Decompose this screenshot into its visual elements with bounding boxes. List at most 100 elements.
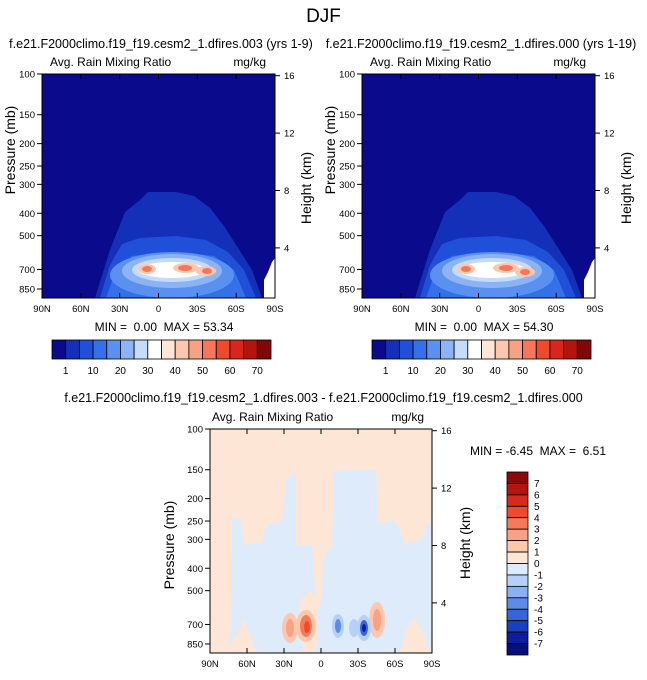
panel-2: f.e21.F2000climo.f19_f19.cesm2_1.dfires.… [322, 37, 636, 377]
colorbar-label: 60 [544, 366, 556, 377]
panel-1: f.e21.F2000climo.f19_f19.cesm2_1.dfires.… [2, 37, 314, 377]
colorbar-label: -5 [534, 616, 543, 627]
colorbar-box [506, 631, 529, 644]
panel-1-colorbar: 1 10 20 30 40 50 60 70 [51, 339, 272, 377]
colorbar-box [467, 339, 482, 360]
y-tick-label: 400 [187, 564, 203, 575]
colorbar-box [506, 528, 529, 542]
colorbar-box [576, 339, 592, 360]
colorbar-box [549, 339, 565, 360]
colorbar-box [133, 339, 149, 360]
colorbar-box [453, 339, 469, 360]
panel-3-negative-6 [362, 624, 366, 632]
y-tick-label: 100 [339, 70, 355, 81]
panel-2-units-label: mg/kg [553, 55, 586, 69]
colorbar-box [385, 339, 400, 360]
x-tick-label: 30S [350, 659, 367, 670]
y-tick-label: 400 [339, 209, 355, 220]
y-tick-label: 200 [339, 139, 355, 150]
panel-3-axes: 90N 60N 30N 0 30S 60S 90S 100 150 200 250 300 400 500… [187, 425, 451, 671]
x-tick-label: 0 [318, 659, 323, 670]
y-tick-label: 200 [19, 139, 35, 150]
colorbar-label: -1 [534, 570, 543, 581]
colorbar-box [481, 339, 496, 360]
colorbar-label: -2 [534, 582, 543, 593]
colorbar-box [506, 620, 529, 633]
panel-1-masked-region [264, 258, 275, 298]
colorbar-box [506, 540, 529, 553]
height-tick-label: 16 [284, 71, 295, 82]
y-tick-label: 250 [339, 162, 355, 173]
panel-1-variable-label: Avg. Rain Mixing Ratio [50, 55, 171, 69]
colorbar-box [506, 505, 529, 519]
panel-1-units-label: mg/kg [233, 55, 266, 69]
y-tick-label: 400 [19, 209, 35, 220]
height-tick-label: 12 [604, 129, 615, 140]
y-tick-label: 200 [187, 494, 203, 505]
colorbar-box [506, 483, 529, 496]
y-tick-label: 500 [339, 231, 355, 242]
panel-2-height-axis-label: Height (km) [618, 152, 634, 224]
colorbar-box [508, 339, 523, 360]
height-tick-label: 8 [284, 186, 289, 197]
height-tick-label: 8 [441, 541, 446, 552]
colorbar-label: 70 [252, 366, 264, 377]
height-tick-label: 8 [604, 186, 609, 197]
colorbar-label: -7 [534, 639, 543, 650]
y-tick-label: 700 [19, 265, 35, 276]
panel-3-positive-5 [304, 621, 310, 633]
colorbar-box [506, 574, 529, 587]
x-tick-label: 60S [387, 659, 404, 670]
x-tick-label: 0 [476, 304, 481, 315]
colorbar-box [188, 339, 203, 360]
colorbar-label: 5 [534, 502, 540, 513]
panel-2-level-9a [461, 266, 471, 272]
y-tick-label: 850 [19, 284, 35, 295]
colorbar-box [398, 339, 414, 360]
height-tick-label: 4 [441, 598, 446, 609]
y-tick-label: 250 [187, 517, 203, 528]
colorbar-box [506, 608, 529, 622]
y-tick-label: 500 [19, 231, 35, 242]
x-tick-label: 30N [275, 659, 293, 670]
panel-2-axes: 90N 60N 30N 0 30S 60S 90S 100 150 200 250 300 400 500… [339, 70, 614, 316]
colorbar-box [563, 339, 578, 360]
panel-2-min-max-label: MIN = 0.00 MAX = 54.30 [415, 320, 554, 334]
panel-3-pressure-axis-label: Pressure (mb) [161, 501, 177, 590]
colorbar-box [120, 339, 135, 360]
colorbar-box [371, 339, 387, 360]
x-tick-label: 90N [33, 304, 51, 315]
panel-2-variable-label: Avg. Rain Mixing Ratio [370, 55, 491, 69]
y-tick-label: 300 [19, 180, 35, 191]
colorbar-box [161, 339, 176, 360]
panel-3-title: f.e21.F2000climo.f19_f19.cesm2_1.dfires.… [64, 391, 582, 405]
y-tick-label: 500 [187, 586, 203, 597]
panel-3-contour-field [210, 429, 432, 653]
panel-3-units-label: mg/kg [391, 410, 424, 424]
colorbar-label: 60 [224, 366, 236, 377]
panel-3-positive-patch-sw [226, 620, 256, 653]
colorbar-box [506, 551, 529, 564]
y-tick-label: 100 [19, 70, 35, 81]
y-tick-label: 700 [187, 620, 203, 631]
colorbar-box [78, 339, 94, 360]
colorbar-label: 50 [197, 366, 209, 377]
y-tick-label: 300 [187, 535, 203, 546]
x-tick-label: 60S [548, 304, 565, 315]
colorbar-label: 30 [462, 366, 474, 377]
colorbar-box [494, 339, 510, 360]
colorbar-box [215, 339, 231, 360]
colorbar-label: -6 [534, 628, 543, 639]
panel-1-level-9a [142, 266, 152, 272]
colorbar-box [412, 339, 428, 360]
colorbar-box [522, 339, 537, 360]
panel-2-title: f.e21.F2000climo.f19_f19.cesm2_1.dfires.… [326, 37, 637, 51]
x-tick-label: 60N [72, 304, 90, 315]
colorbar-label: 2 [534, 536, 540, 547]
colorbar-label: 20 [435, 366, 447, 377]
panel-3: f.e21.F2000climo.f19_f19.cesm2_1.dfires.… [64, 391, 606, 670]
colorbar-label: 1 [63, 366, 69, 377]
x-tick-label: 90S [424, 659, 441, 670]
y-tick-label: 700 [339, 265, 355, 276]
y-tick-label: 850 [339, 284, 355, 295]
